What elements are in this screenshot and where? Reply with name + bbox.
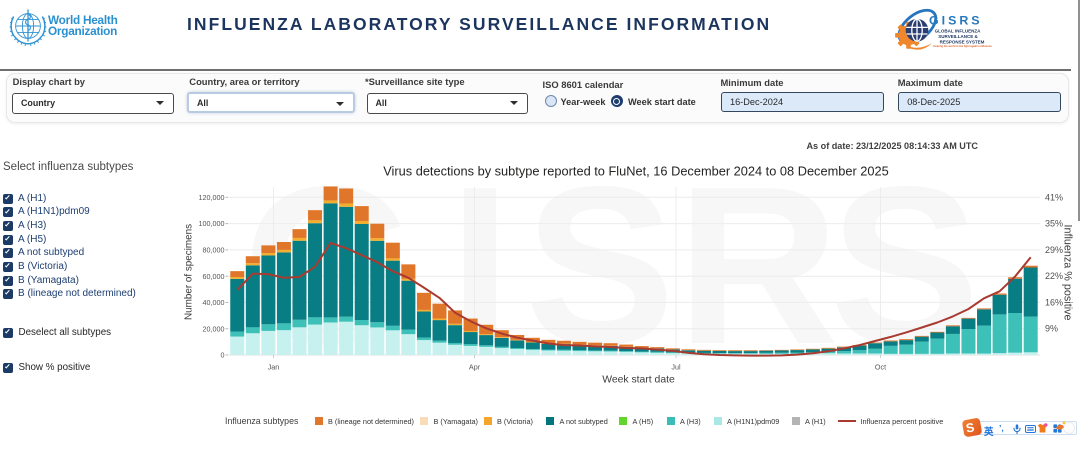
svg-text:Number of specimens: Number of specimens <box>184 224 195 320</box>
svg-text:Apr: Apr <box>469 363 481 372</box>
svg-text:20,000: 20,000 <box>203 324 225 333</box>
svg-text:60,000: 60,000 <box>203 272 225 281</box>
svg-text:Virus detections by subtype re: Virus detections by subtype reported to … <box>383 164 889 179</box>
svg-text:Helping the world in the fight: Helping the world in the fight against i… <box>933 44 992 48</box>
svg-text:Influenza % positive: Influenza % positive <box>1062 224 1074 320</box>
svg-text:0: 0 <box>221 351 225 360</box>
svg-text:S: S <box>830 155 980 391</box>
svg-text:RESPONSE SYSTEM: RESPONSE SYSTEM <box>940 39 985 44</box>
svg-text:16%: 16% <box>1045 297 1063 307</box>
svg-text:Jan: Jan <box>268 363 280 372</box>
svg-text:GISRS: GISRS <box>929 13 983 27</box>
svg-text:9%: 9% <box>1045 324 1058 334</box>
svg-text:22%: 22% <box>1045 271 1063 281</box>
svg-text:I: I <box>449 155 512 391</box>
svg-text:Jul: Jul <box>671 363 681 372</box>
svg-text:35%: 35% <box>1045 219 1063 229</box>
svg-text:S: S <box>525 155 675 391</box>
svg-text:SURVEILLANCE &: SURVEILLANCE & <box>938 34 978 39</box>
svg-text:R: R <box>677 155 840 391</box>
svg-text:120,000: 120,000 <box>199 193 225 202</box>
svg-text:GLOBAL INFLUENZA: GLOBAL INFLUENZA <box>935 28 981 33</box>
svg-text:80,000: 80,000 <box>203 246 225 255</box>
svg-text:Week start date: Week start date <box>602 375 675 386</box>
svg-text:29%: 29% <box>1045 245 1063 255</box>
svg-text:40,000: 40,000 <box>203 298 225 307</box>
svg-text:41%: 41% <box>1045 192 1063 202</box>
svg-text:Oct: Oct <box>875 363 886 372</box>
svg-text:100,000: 100,000 <box>199 219 225 228</box>
